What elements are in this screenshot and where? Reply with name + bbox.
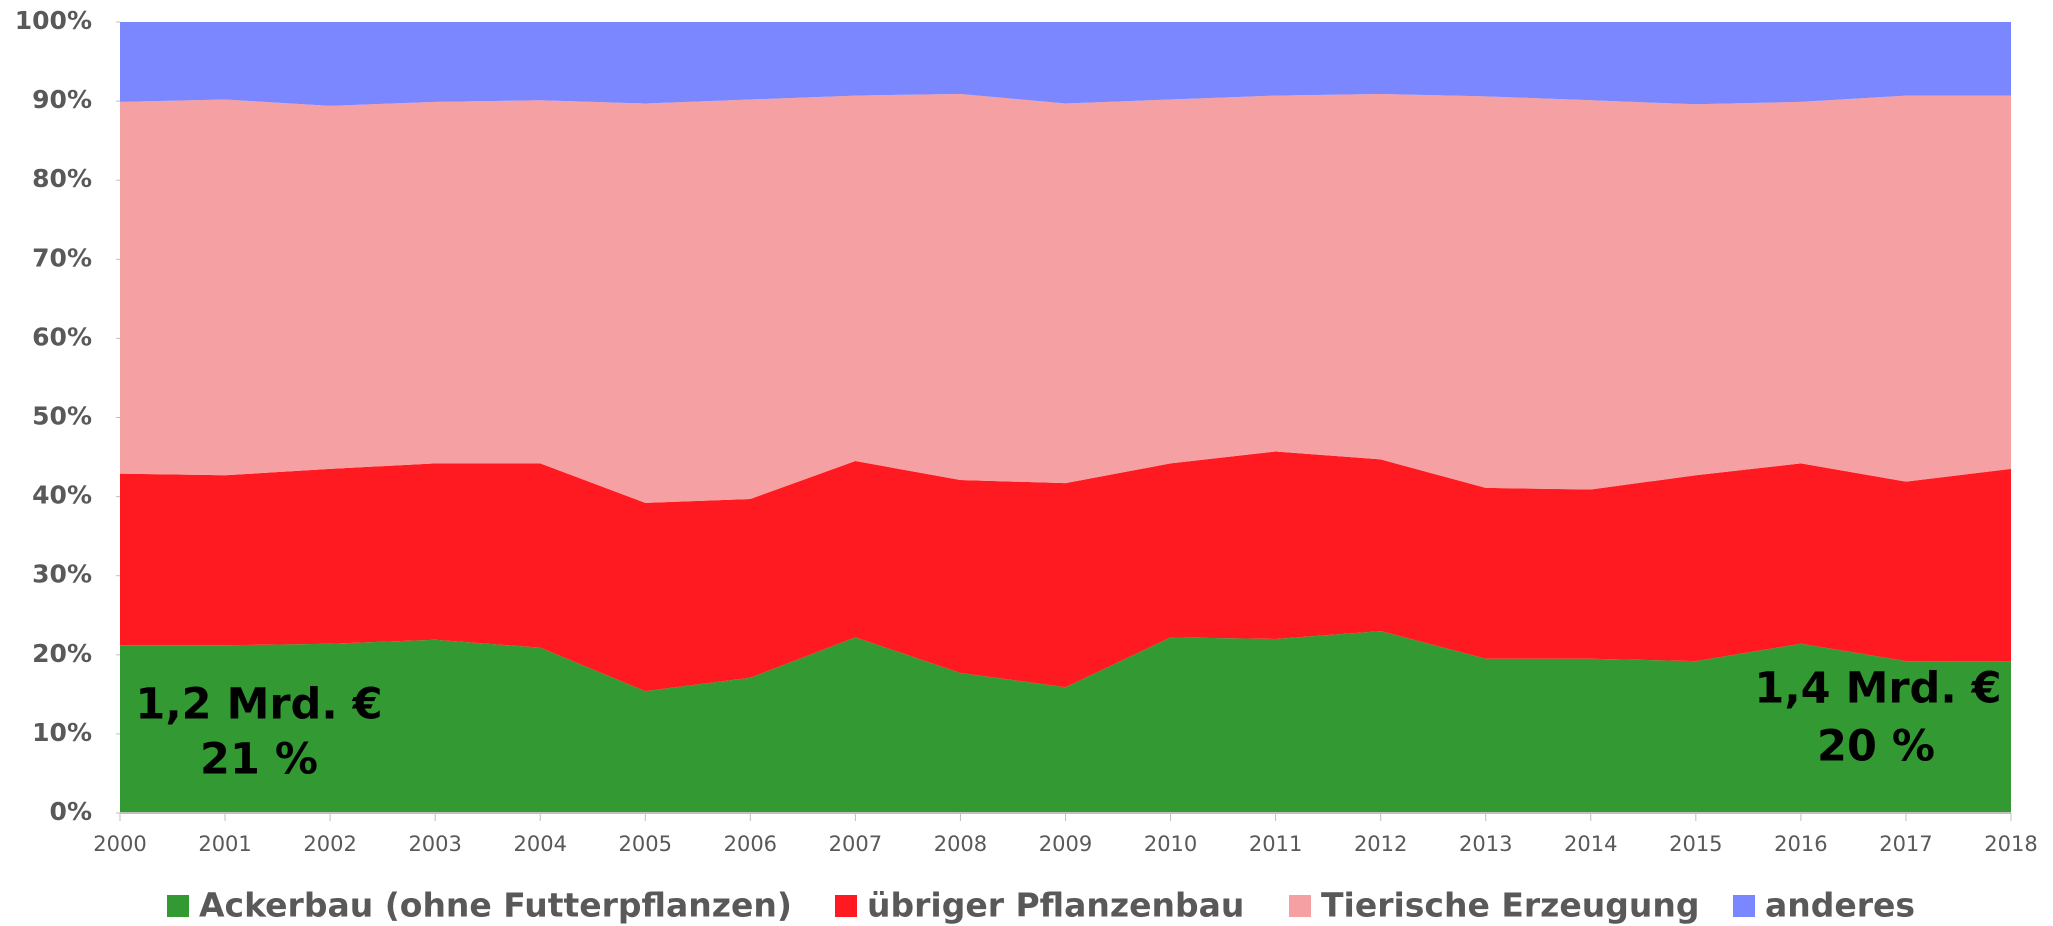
legend-marker [1289, 895, 1311, 917]
x-tick-label: 2010 [1144, 832, 1197, 856]
x-tick-label: 2003 [408, 832, 461, 856]
legend-marker [835, 895, 857, 917]
x-tick-label: 2007 [829, 832, 882, 856]
y-tick-label: 30% [32, 560, 92, 589]
x-tick-label: 2012 [1354, 832, 1407, 856]
x-tick-label: 2006 [724, 832, 777, 856]
x-tick-label: 2009 [1039, 832, 1092, 856]
legend-marker [1733, 895, 1755, 917]
y-tick-label: 0% [50, 797, 92, 826]
x-tick-label: 2013 [1459, 832, 1512, 856]
area [120, 22, 2011, 106]
y-tick-label: 70% [32, 243, 92, 272]
x-tick-label: 2005 [619, 832, 672, 856]
legend-label: Ackerbau (ohne Futterpflanzen) [199, 886, 792, 925]
x-tick-label: 2008 [934, 832, 987, 856]
x-tick-label: 2011 [1249, 832, 1302, 856]
annotation: 1,2 Mrd. € [135, 680, 382, 730]
y-tick-label: 20% [32, 639, 92, 668]
legend-marker [167, 895, 189, 917]
x-tick-label: 2015 [1669, 832, 1722, 856]
x-tick-label: 2016 [1774, 832, 1827, 856]
legend-label: übriger Pflanzenbau [867, 886, 1244, 925]
area [120, 631, 2011, 813]
y-tick-label: 80% [32, 164, 92, 193]
x-tick-label: 2017 [1879, 832, 1932, 856]
annotation: 21 % [200, 735, 318, 785]
x-tick-label: 2001 [198, 832, 251, 856]
y-tick-label: 40% [32, 481, 92, 510]
area [120, 451, 2011, 692]
legend-label: Tierische Erzeugung [1321, 886, 1700, 925]
annotation: 20 % [1817, 722, 1935, 772]
y-tick-label: 90% [32, 85, 92, 114]
y-tick-label: 60% [32, 322, 92, 351]
x-tick-label: 2002 [303, 832, 356, 856]
x-tick-label: 2018 [1984, 832, 2037, 856]
x-tick-label: 2014 [1564, 832, 1617, 856]
x-tick-label: 2004 [513, 832, 566, 856]
y-tick-label: 50% [32, 402, 92, 431]
x-tick-label: 2000 [93, 832, 146, 856]
legend-label: anderes [1765, 886, 1915, 925]
y-tick-label: 100% [15, 6, 92, 35]
area [120, 93, 2011, 503]
annotation: 1,4 Mrd. € [1754, 664, 2001, 714]
y-tick-label: 10% [32, 718, 92, 747]
